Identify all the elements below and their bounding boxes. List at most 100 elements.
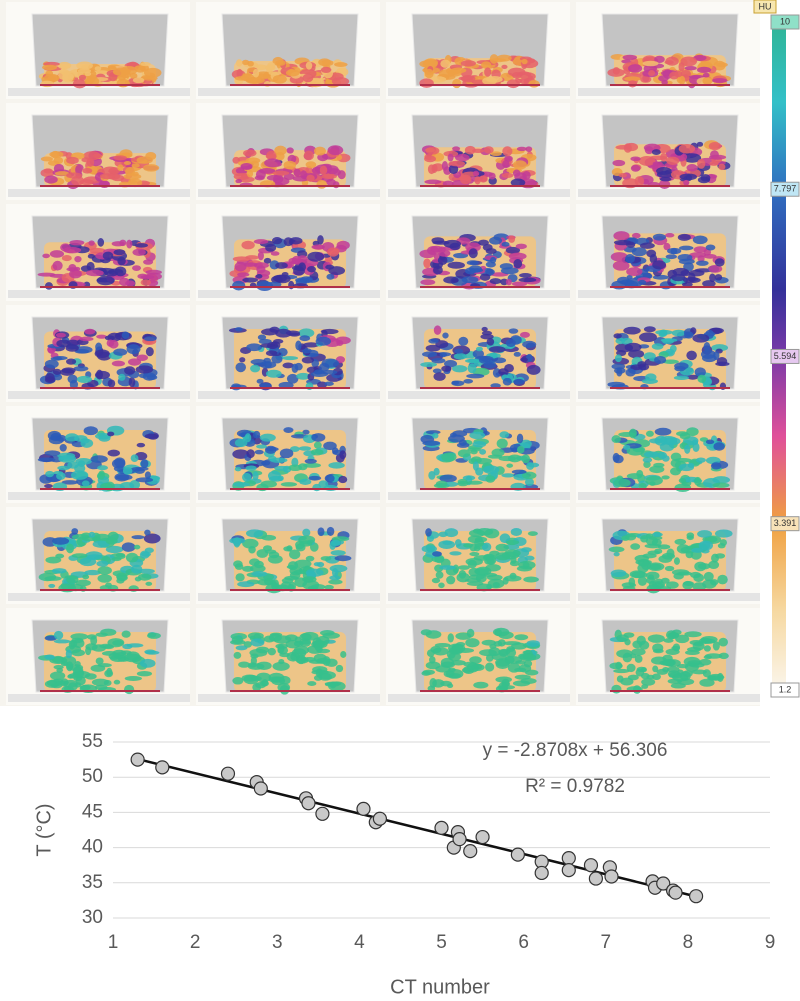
- blob: [626, 446, 645, 456]
- blob: [52, 356, 68, 361]
- blob: [439, 474, 457, 483]
- blob: [419, 249, 436, 259]
- blob: [307, 251, 325, 262]
- blob: [37, 457, 56, 463]
- blob: [312, 637, 322, 648]
- colorbar-tick-box: [770, 516, 800, 532]
- blob: [501, 64, 508, 70]
- bottom-line: [420, 387, 540, 389]
- blob: [714, 258, 725, 267]
- blob: [702, 280, 716, 288]
- blob: [92, 153, 102, 159]
- blob: [518, 653, 534, 660]
- blob: [318, 480, 329, 489]
- blob: [620, 677, 634, 686]
- blob: [319, 165, 328, 175]
- blob: [274, 465, 289, 471]
- blob: [484, 67, 492, 77]
- blob: [470, 456, 482, 464]
- bottom-line: [230, 387, 350, 389]
- point: [356, 801, 371, 816]
- container-floor: [198, 593, 380, 601]
- blob: [519, 273, 532, 278]
- blob: [676, 544, 690, 554]
- blob: [325, 658, 338, 667]
- blob: [640, 672, 650, 680]
- blob: [711, 78, 728, 83]
- blob: [74, 660, 81, 668]
- blob: [718, 163, 726, 171]
- blob: [266, 446, 279, 452]
- blob: [53, 163, 65, 174]
- blob: [247, 60, 254, 67]
- blob: [97, 465, 108, 471]
- blob: [73, 366, 89, 372]
- blob: [461, 667, 472, 673]
- blob: [328, 681, 346, 692]
- blob: [136, 156, 153, 164]
- blob: [103, 679, 112, 687]
- blob: [92, 540, 110, 548]
- blob: [511, 642, 528, 650]
- blob: [268, 475, 283, 482]
- bottom-line: [230, 286, 350, 288]
- blob: [668, 632, 680, 638]
- blob: [272, 56, 284, 66]
- blob: [61, 255, 72, 262]
- blob: [282, 356, 299, 361]
- blob: [44, 376, 56, 384]
- blob: [486, 338, 495, 346]
- blob: [298, 446, 312, 451]
- blob: [662, 359, 679, 364]
- bottom-line: [40, 185, 160, 187]
- blob: [265, 369, 282, 378]
- blob: [66, 575, 79, 584]
- blob: [250, 364, 261, 373]
- blob: [686, 427, 699, 437]
- blob: [501, 473, 515, 478]
- blob: [90, 455, 108, 463]
- blob: [121, 630, 131, 638]
- blob: [516, 433, 524, 444]
- blob: [336, 240, 350, 250]
- blob: [669, 344, 677, 353]
- blob: [131, 564, 143, 574]
- blob: [52, 368, 62, 375]
- blob: [718, 637, 728, 647]
- blob: [472, 170, 480, 177]
- blob: [54, 171, 70, 176]
- bottom-line: [40, 690, 160, 692]
- blob: [57, 71, 75, 81]
- blob: [433, 372, 446, 381]
- blob: [328, 462, 345, 469]
- blob: [328, 579, 343, 585]
- blob: [126, 239, 133, 249]
- blob: [271, 582, 279, 590]
- blob: [430, 245, 443, 253]
- blob: [66, 358, 77, 365]
- blob: [702, 72, 710, 78]
- point: [301, 796, 316, 811]
- blob: [709, 161, 719, 166]
- blob: [684, 331, 694, 339]
- blob: [678, 75, 686, 85]
- blob: [479, 649, 497, 657]
- blob: [243, 641, 252, 648]
- blob: [671, 273, 686, 282]
- blob: [629, 570, 646, 579]
- blob: [320, 66, 332, 74]
- container-floor: [578, 492, 760, 500]
- blob: [469, 543, 478, 552]
- blob: [274, 274, 291, 284]
- blob: [488, 172, 496, 180]
- blob: [452, 146, 461, 151]
- point: [583, 858, 599, 873]
- bottom-line: [610, 387, 730, 389]
- blob: [83, 426, 99, 436]
- blob: [475, 346, 483, 352]
- blob: [692, 333, 710, 343]
- blob: [69, 538, 77, 545]
- blob: [438, 582, 445, 589]
- blob: [59, 368, 75, 376]
- blob: [114, 457, 126, 468]
